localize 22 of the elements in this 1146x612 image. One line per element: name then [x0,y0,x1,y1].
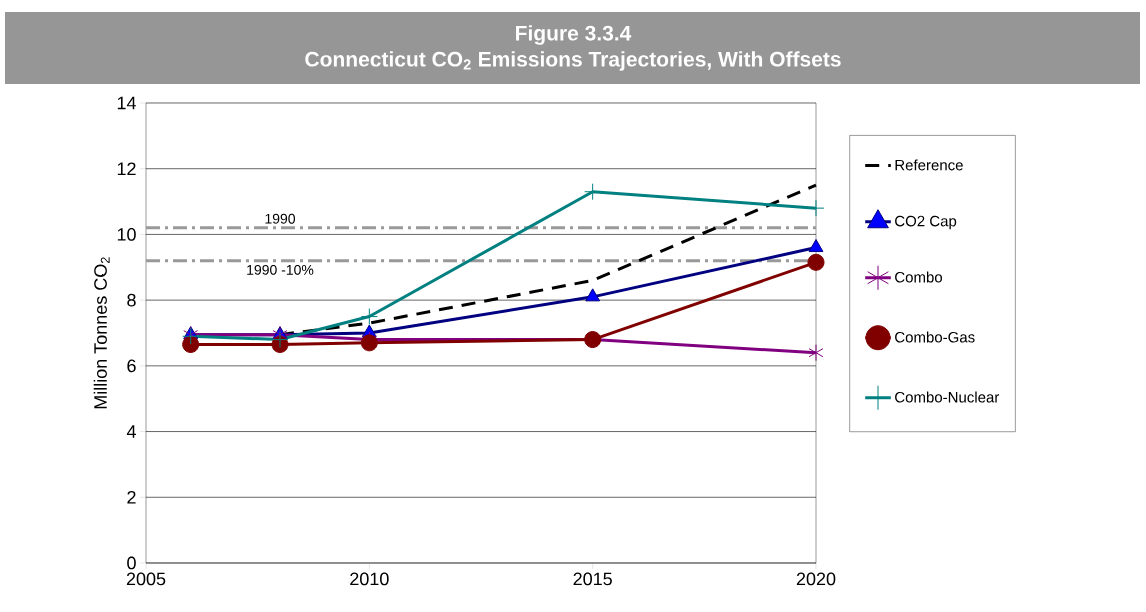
chart-subtitle: Connecticut CO$_{2}$ Emissions Trajectories, With Offsets [305,51,841,71]
y-tick-label: 8 [127,293,136,307]
legend-label: Combo-Gas [895,331,975,343]
y-tick-label: 12 [117,162,136,175]
legend-label: Reference [895,159,963,171]
legend-label: CO2 Cap [895,215,957,230]
chart-title: Figure 3.3.4 [516,25,632,45]
y-tick-label: 4 [126,425,136,438]
annotation: 1990 [265,213,296,224]
y-tick-label: 6 [127,359,136,373]
x-tick-label: 2010 [350,572,389,586]
y-tick-label: 2 [127,490,136,504]
legend-label: Combo-Nuclear [895,391,1000,403]
x-tick-label: 2005 [126,572,166,586]
x-tick-label: 2015 [573,572,612,586]
y-tick-label: 14 [117,96,136,110]
y-axis-title: Million Tonnes CO$_{2}$ [93,257,110,409]
y-tick-label: 10 [117,228,136,241]
y-tick-label: 0 [127,556,136,570]
annotation: 1990 -10% [247,264,314,275]
x-tick-label: 2020 [796,572,836,586]
legend-label: Combo [895,271,943,283]
